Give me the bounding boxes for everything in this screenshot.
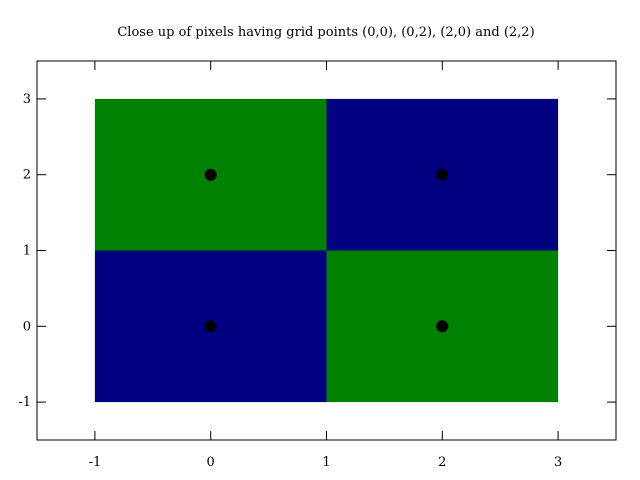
x-tick-label-0: -1 (89, 455, 102, 470)
x-axis-tick-labels: -1 0 1 2 3 (89, 455, 563, 470)
y-tick-label-0: -1 (18, 395, 31, 410)
grid-point-2 (436, 320, 449, 333)
y-axis-tick-labels: -1 0 1 2 3 (18, 92, 31, 410)
y-tick-label-2: 1 (23, 244, 31, 259)
y-tick-label-1: 0 (23, 319, 31, 334)
x-tick-label-4: 3 (554, 455, 562, 470)
y-tick-label-3: 2 (23, 168, 31, 183)
x-tick-label-3: 2 (438, 455, 446, 470)
grid-points (204, 168, 449, 333)
heatmap-cells (94, 98, 559, 403)
grid-point-3 (436, 168, 449, 181)
chart-title: Close up of pixels having grid points (0… (117, 25, 534, 40)
grid-point-0 (204, 320, 217, 333)
grid-point-1 (204, 168, 217, 181)
axis-ticks (37, 61, 616, 440)
x-tick-label-2: 1 (322, 455, 330, 470)
y-tick-label-4: 3 (23, 92, 31, 107)
x-tick-label-1: 0 (207, 455, 215, 470)
